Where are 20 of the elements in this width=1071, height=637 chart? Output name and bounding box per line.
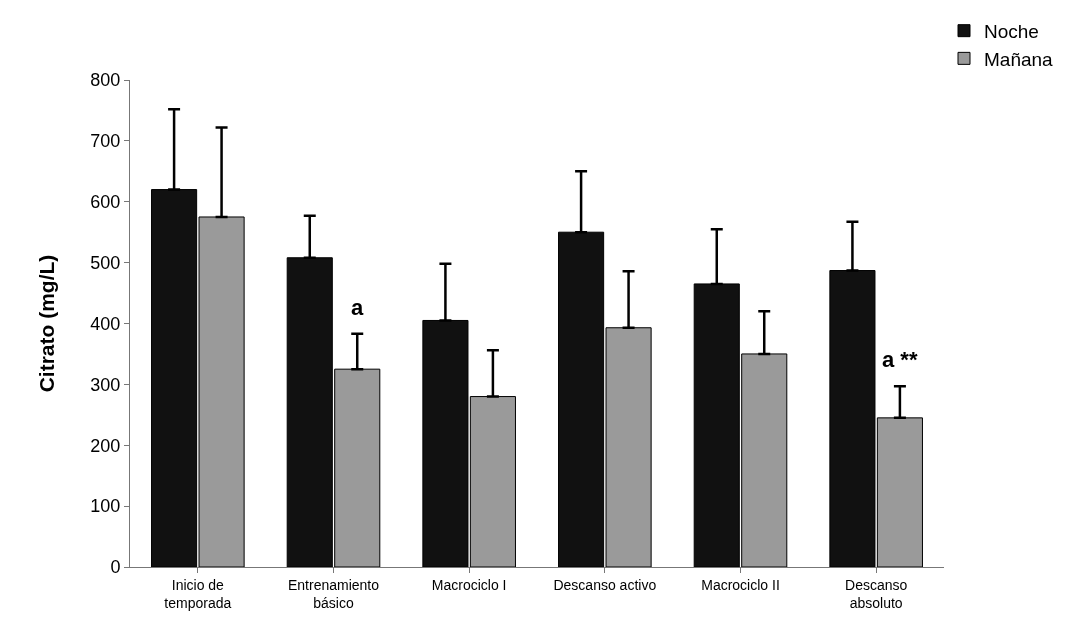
x-tick-label: Inicio de temporada: [164, 576, 232, 611]
y-tick-label: 700: [90, 131, 121, 152]
y-axis-title: Citrato (mg/L): [34, 254, 58, 393]
y-tick-label: 600: [90, 192, 121, 213]
x-tick-label: Entrenamiento básico: [287, 576, 380, 611]
x-tick-label: Macrociclo I: [431, 576, 507, 593]
y-tick-label: 400: [90, 313, 121, 334]
y-tick-label: 0: [110, 557, 121, 578]
y-tick-label: 800: [90, 70, 121, 91]
annotation: a **: [882, 347, 918, 372]
y-tick-label: 500: [90, 252, 121, 273]
legend-label: Mañana: [984, 48, 1054, 70]
y-tick-label: 100: [90, 496, 121, 517]
y-tick-label: 300: [90, 374, 121, 395]
x-tick-label: Descanso activo: [553, 576, 657, 593]
x-tick-label: Descanso absoluto: [845, 576, 908, 611]
x-tick-label: Macrociclo II: [701, 576, 780, 593]
y-tick-label: 200: [90, 435, 121, 456]
legend-label: Noche: [984, 21, 1039, 43]
annotation: a: [351, 295, 364, 320]
